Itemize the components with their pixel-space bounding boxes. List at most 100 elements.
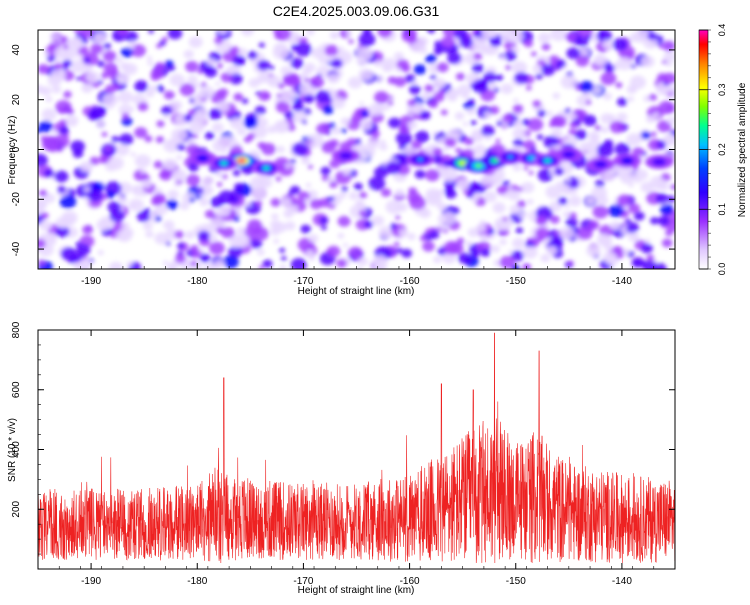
heatmap-speckle: [372, 130, 380, 137]
heatmap-speckle: [51, 129, 58, 134]
heatmap-speckle: [537, 109, 546, 118]
heatmap-speckle: [63, 90, 72, 99]
heatmap-speckle: [559, 183, 571, 194]
heatmap-speckle: [484, 135, 492, 141]
heatmap-speckle: [630, 86, 638, 93]
heatmap-speckle: [521, 182, 535, 193]
heatmap-speckle: [631, 233, 639, 240]
heatmap-speckle: [272, 45, 289, 60]
heatmap-speckle: [470, 37, 487, 51]
heatmap-speckle: [129, 40, 136, 46]
heatmap-speckle: [269, 226, 281, 236]
heatmap-speckle: [537, 168, 554, 182]
heatmap-speckle: [315, 90, 331, 104]
heatmap-speckle: [463, 137, 474, 146]
heatmap-speckle: [340, 117, 351, 126]
heatmap-speckle: [574, 129, 587, 140]
heatmap-speckle: [377, 76, 384, 82]
colorbar-tick-label: 0.3: [717, 83, 727, 96]
heatmap-speckle: [216, 101, 230, 112]
heatmap-speckle: [401, 64, 411, 73]
heatmap-speckle: [567, 260, 574, 266]
heatmap-speckle: [419, 235, 427, 242]
heatmap-speckle: [217, 30, 228, 35]
heatmap-speckle: [280, 197, 292, 207]
heatmap-speckle: [289, 158, 296, 164]
heatmap-speckle: [467, 181, 481, 194]
heatmap-hotspot: [200, 156, 205, 160]
heatmap-speckle: [188, 109, 196, 116]
heatmap-speckle: [495, 138, 501, 143]
heatmap-speckle: [476, 154, 481, 159]
heatmap-speckle: [305, 182, 312, 188]
heatmap-speckle: [118, 104, 133, 116]
heatmap-speckle: [154, 204, 168, 216]
heatmap-speckle: [615, 82, 623, 88]
heatmap-speckle: [187, 75, 198, 84]
heatmap-speckle: [379, 139, 386, 145]
heatmap-speckle: [356, 47, 373, 61]
heatmap-speckle: [142, 221, 153, 231]
heatmap-speckle: [226, 65, 237, 75]
heatmap-speckle: [119, 133, 134, 146]
snr-xlabel: Height of straight line (km): [298, 585, 415, 596]
heatmap-speckle: [401, 248, 413, 258]
snr-xtick-label: -140: [612, 576, 632, 587]
heatmap-speckle: [629, 75, 647, 90]
heatmap-speckle: [191, 249, 202, 259]
snr-xtick-label: -150: [506, 576, 526, 587]
chart-title: C2E4.2025.003.09.06.G31: [273, 3, 440, 19]
heatmap-speckle: [300, 224, 312, 234]
heatmap-speckle: [273, 238, 280, 244]
heatmap-speckle: [207, 58, 216, 67]
heatmap-speckle: [480, 248, 491, 257]
heatmap-speckle: [38, 259, 46, 266]
heatmap-speckle: [616, 97, 628, 107]
heatmap-speckle: [163, 114, 170, 119]
heatmap-speckle: [201, 177, 213, 186]
heatmap-speckle: [394, 189, 405, 198]
heatmap-speckle: [565, 217, 578, 228]
heatmap-speckle: [174, 230, 184, 239]
heatmap-speckle: [84, 64, 93, 72]
heatmap-speckle: [466, 107, 476, 116]
heatmap-speckle: [540, 254, 551, 263]
heatmap-speckle: [522, 246, 538, 259]
heatmap-speckle: [530, 147, 537, 153]
heatmap-speckle: [515, 227, 524, 234]
heatmap-xlabel: Height of straight line (km): [298, 286, 415, 297]
heatmap-speckle: [327, 73, 340, 84]
heatmap-speckle: [551, 128, 563, 139]
heatmap-speckle: [198, 197, 210, 207]
heatmap-speckle: [331, 97, 346, 109]
heatmap-speckle: [380, 188, 392, 197]
heatmap-speckle: [308, 255, 315, 261]
heatmap-speckle: [76, 76, 82, 81]
colorbar-tick-label: 0.2: [717, 143, 727, 156]
heatmap-speckle: [45, 96, 53, 103]
heatmap-speckle: [255, 200, 263, 207]
heatmap-speckle: [342, 168, 352, 176]
heatmap-speckle: [358, 68, 374, 81]
heatmap-speckle: [41, 137, 59, 151]
heatmap-speckle: [211, 122, 224, 133]
heatmap-speckle: [305, 249, 314, 257]
heatmap-speckle: [457, 84, 472, 97]
heatmap-speckle: [265, 75, 276, 85]
heatmap-speckle: [256, 249, 265, 256]
heatmap-speckle: [648, 93, 658, 101]
heatmap-speckle: [496, 185, 507, 195]
heatmap-speckle: [90, 106, 106, 119]
heatmap-speckle: [368, 103, 384, 116]
snr-xtick-label: -190: [81, 576, 101, 587]
heatmap-speckle: [521, 118, 530, 126]
heatmap-speckle: [275, 176, 282, 182]
heatmap-speckle: [337, 215, 351, 227]
heatmap-speckle: [106, 191, 115, 199]
heatmap-speckle: [593, 54, 608, 67]
heatmap-speckle: [340, 128, 347, 134]
heatmap-speckle: [565, 32, 578, 42]
heatmap-speckle: [54, 170, 69, 183]
heatmap-speckle: [320, 225, 327, 231]
heatmap-speckle: [387, 76, 397, 85]
